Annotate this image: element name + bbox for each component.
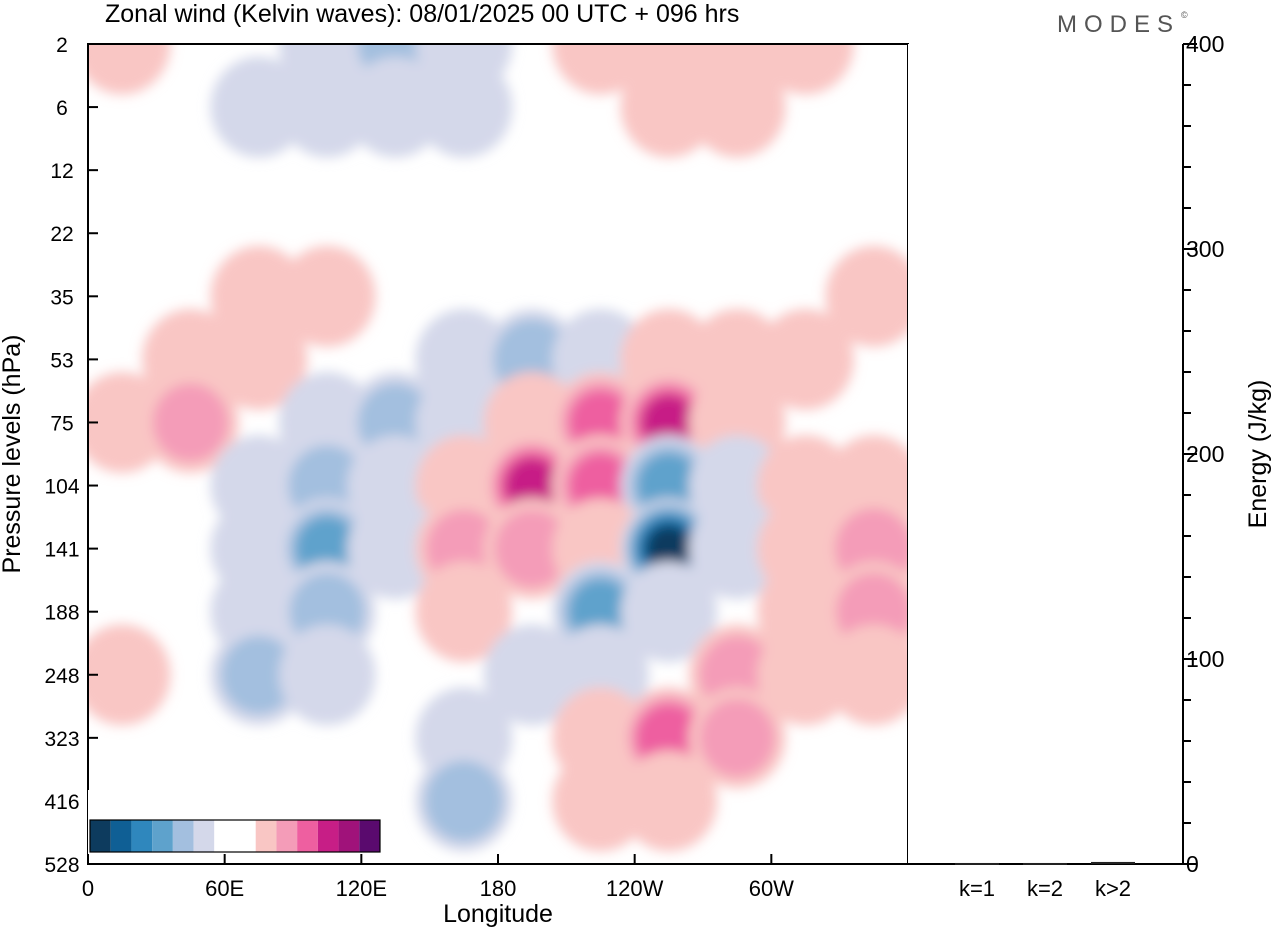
colorbar-swatch (235, 820, 256, 852)
colorbar-swatch (152, 820, 173, 852)
colorbar-legend: -12-8-404812 (88, 789, 382, 854)
y-axis-label: Pressure levels (hPa) (0, 335, 26, 574)
colorbar-swatch (276, 820, 298, 852)
contour-cell (494, 509, 570, 588)
y-tick-label: 2 (56, 34, 68, 57)
y-tick-label: 528 (44, 854, 79, 877)
colorbar-swatch (317, 820, 339, 852)
colorbar-swatch (131, 820, 153, 852)
contour-cell (620, 56, 718, 158)
x-axis-label: Longitude (443, 900, 553, 928)
contour-cell (347, 56, 444, 158)
contour-cell (825, 245, 908, 347)
colorbar-swatch (214, 820, 235, 852)
energy-category-label: k=2 (1027, 876, 1063, 901)
contour-cell (415, 56, 513, 158)
colorbar-swatch (359, 820, 380, 852)
contour-cell (424, 760, 503, 842)
energy-tick-label: 0 (1186, 851, 1199, 877)
y-tick-label: 248 (44, 665, 79, 688)
colorbar-swatch (172, 820, 194, 852)
energy-bar-panel: 0 100 200 300 400 k=1 k=2 k>2 (908, 31, 1224, 901)
contour-cell (825, 624, 908, 726)
colorbar-swatch (110, 820, 132, 852)
colorbar-swatch (193, 820, 215, 852)
y-tick-label: 53 (50, 349, 73, 372)
contour-cell (757, 308, 854, 410)
x-tick-label: 0 (82, 876, 94, 901)
contour-cell (699, 698, 775, 777)
y-tick-label: 416 (44, 791, 79, 814)
contour-cell (278, 56, 376, 158)
contour-cell (757, 44, 854, 95)
energy-tick-label: 400 (1186, 31, 1224, 57)
contour-cell (415, 561, 513, 663)
contour-cell (88, 44, 171, 95)
y-tick-label: 12 (50, 160, 73, 183)
contour-cell (221, 635, 297, 714)
brand-logo: MODES (1057, 11, 1180, 38)
y-tick-label: 22 (50, 223, 73, 246)
energy-axis-label: Energy (J/kg) (1244, 380, 1272, 529)
contour-cell (757, 624, 854, 726)
pressure-axis: 2 6 12 22 35 53 75 104 141 188 248 323 416 528 (44, 34, 98, 877)
contour-cell (88, 624, 171, 726)
energy-bar (955, 862, 999, 865)
colorbar-swatch (338, 820, 360, 852)
contour-cell (278, 245, 376, 347)
contour-cell (552, 750, 649, 852)
contour-cell (688, 56, 786, 158)
energy-axis: 0 100 200 300 400 (1183, 31, 1224, 877)
x-tick-label: 120E (336, 876, 387, 901)
contour-cell (210, 308, 308, 410)
contour-cell (641, 394, 697, 451)
energy-tick-label: 100 (1186, 646, 1224, 672)
contour-cell (347, 498, 444, 600)
y-tick-label: 75 (50, 412, 73, 435)
contour-cell (688, 498, 786, 600)
x-tick-label: 60E (205, 876, 244, 901)
longitude-axis: 0 60E 120E 180 120W 60W (82, 854, 794, 901)
energy-bar (1023, 862, 1067, 865)
contour-cell (504, 457, 560, 514)
contour-cell (278, 624, 376, 726)
y-tick-label: 141 (44, 539, 79, 562)
x-tick-label: 60W (749, 876, 794, 901)
energy-bar (1091, 861, 1135, 864)
x-tick-label: 180 (480, 876, 517, 901)
contour-plot-area (87, 43, 909, 865)
colorbar-swatch (255, 820, 277, 852)
brand-mark: © (1181, 10, 1188, 20)
wind-contours (88, 44, 908, 852)
energy-tick-label: 200 (1186, 441, 1224, 467)
energy-category-label: k>2 (1095, 876, 1131, 901)
energy-tick-label: 300 (1186, 236, 1224, 262)
contour-cell (620, 561, 718, 663)
y-tick-label: 6 (56, 97, 68, 120)
y-tick-label: 35 (50, 286, 73, 309)
colorbar-swatch (297, 820, 318, 852)
contour-cell (210, 56, 308, 158)
contour-cell (152, 383, 229, 462)
contour-cell (646, 526, 691, 571)
energy-category-label: k=1 (959, 876, 995, 901)
contour-cell (483, 624, 581, 726)
x-tick-label: 120W (606, 876, 664, 901)
y-tick-label: 323 (44, 728, 79, 751)
y-tick-label: 104 (44, 476, 79, 499)
contour-cell (620, 750, 718, 852)
y-tick-label: 188 (44, 602, 79, 625)
colorbar-swatch (90, 820, 111, 852)
chart-title: Zonal wind (Kelvin waves): 08/01/2025 00… (105, 0, 739, 28)
